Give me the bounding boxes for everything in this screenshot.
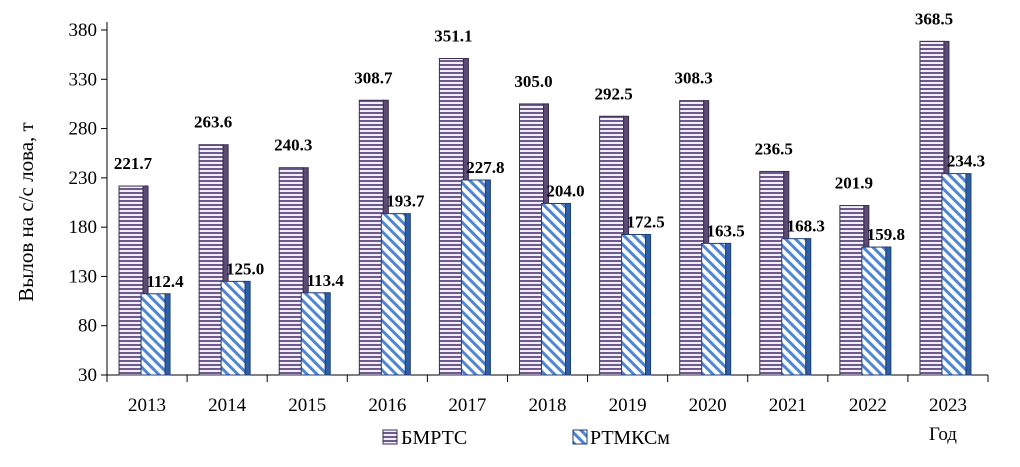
bar-series-2-side: [965, 173, 972, 376]
y-tick-label: 130: [69, 266, 98, 287]
x-tick-label: 2021: [769, 395, 807, 416]
bar-series-2: [380, 213, 406, 376]
data-label-series-2: 125.0: [226, 259, 264, 278]
legend-swatch-series-2: [572, 429, 588, 445]
data-labels: 221.7 112.4 263.6 125.0 240.3 113.4 308.7 193.7…: [114, 9, 985, 290]
y-axis: 30 80 130 180 230 280 330 380: [69, 20, 108, 386]
bar-series-2: [220, 280, 246, 376]
x-tick-label: 2019: [609, 395, 647, 416]
data-label-series-1: 368.5: [915, 9, 953, 28]
data-label-series-1: 201.9: [835, 174, 873, 193]
bar-series-2-side: [645, 234, 652, 376]
x-tick-label: 2016: [368, 395, 406, 416]
bar-series-1: [599, 115, 625, 376]
bar-series-2-side: [805, 238, 812, 376]
y-tick-label: 330: [69, 69, 98, 90]
legend-label-series-1: БМРТС: [401, 427, 467, 449]
data-label-series-2: 112.4: [146, 272, 184, 291]
bar-series-2-side: [885, 246, 892, 376]
data-label-series-2: 204.0: [546, 181, 584, 200]
data-label-series-2: 168.3: [787, 217, 825, 236]
bar-series-2: [621, 234, 647, 376]
data-label-series-2: 227.8: [466, 158, 504, 177]
x-tick-label: 2013: [128, 395, 166, 416]
data-label-series-2: 159.8: [867, 225, 905, 244]
bars: [118, 40, 972, 376]
data-label-series-1: 263.6: [194, 113, 232, 132]
x-tick-label: 2022: [849, 395, 887, 416]
bar-series-2-side: [725, 242, 732, 376]
bar-series-1: [438, 57, 464, 376]
x-tick-label: 2018: [529, 395, 567, 416]
data-label-series-1: 305.0: [514, 72, 552, 91]
data-label-series-2: 113.4: [307, 271, 345, 290]
bar-series-2-side: [404, 213, 411, 376]
y-tick-label: 230: [69, 168, 98, 189]
data-label-series-1: 236.5: [755, 139, 793, 158]
data-label-series-1: 240.3: [274, 136, 312, 155]
data-label-series-2: 172.5: [626, 213, 664, 232]
x-axis: 2013 2014 2015 2016 2017 2018 2019 2020 2021 2022…: [106, 374, 989, 416]
bar-series-2: [781, 238, 807, 376]
y-tick-label: 380: [69, 20, 98, 41]
data-label-series-2: 163.5: [707, 221, 745, 240]
data-label-series-1: 221.7: [114, 154, 153, 173]
bar-series-2-side: [324, 292, 331, 376]
bar-series-2: [460, 179, 486, 376]
bar-series-1: [278, 167, 304, 376]
x-tick-label: 2015: [288, 395, 326, 416]
bar-series-1: [118, 185, 144, 376]
bar-series-2: [941, 173, 967, 376]
bar-series-1: [839, 205, 865, 376]
x-tick-label: 2020: [689, 395, 727, 416]
legend-label-series-2: РТМКСм: [590, 427, 670, 449]
x-axis-title: Год: [929, 424, 957, 445]
bar-series-2: [701, 242, 727, 376]
data-label-series-2: 234.3: [947, 152, 985, 171]
data-label-series-1: 308.7: [354, 68, 393, 87]
x-tick-label: 2023: [929, 395, 967, 416]
y-tick-label: 180: [69, 217, 98, 238]
y-tick-label: 30: [78, 365, 97, 386]
bar-series-1: [198, 144, 224, 376]
bar-series-2-side: [565, 202, 571, 376]
data-label-series-1: 292.5: [594, 84, 632, 103]
bar-series-2-side: [484, 179, 491, 376]
bar-series-2: [861, 246, 887, 376]
legend: БМРТС РТМКСм: [382, 427, 670, 449]
bar-series-2: [300, 292, 326, 376]
bar-series-2-side: [164, 293, 171, 376]
data-label-series-1: 308.3: [675, 69, 713, 88]
bar-series-1: [519, 103, 544, 376]
legend-swatch-series-1: [382, 429, 398, 445]
data-label-series-1: 351.1: [434, 26, 472, 45]
bar-series-2: [140, 293, 166, 376]
bar-series-1: [919, 40, 945, 376]
bar-series-2: [541, 202, 566, 376]
y-tick-label: 280: [69, 119, 98, 140]
bar-series-2-side: [244, 280, 251, 376]
y-tick-label: 80: [78, 316, 97, 337]
bar-series-1: [759, 170, 785, 376]
y-axis-title: Вылов на с/с лова, т: [14, 122, 38, 301]
bar-series-1: [358, 99, 384, 376]
x-tick-label: 2014: [208, 395, 247, 416]
x-tick-label: 2017: [448, 395, 486, 416]
bar-series-1: [679, 100, 705, 376]
data-label-series-2: 193.7: [386, 192, 425, 211]
